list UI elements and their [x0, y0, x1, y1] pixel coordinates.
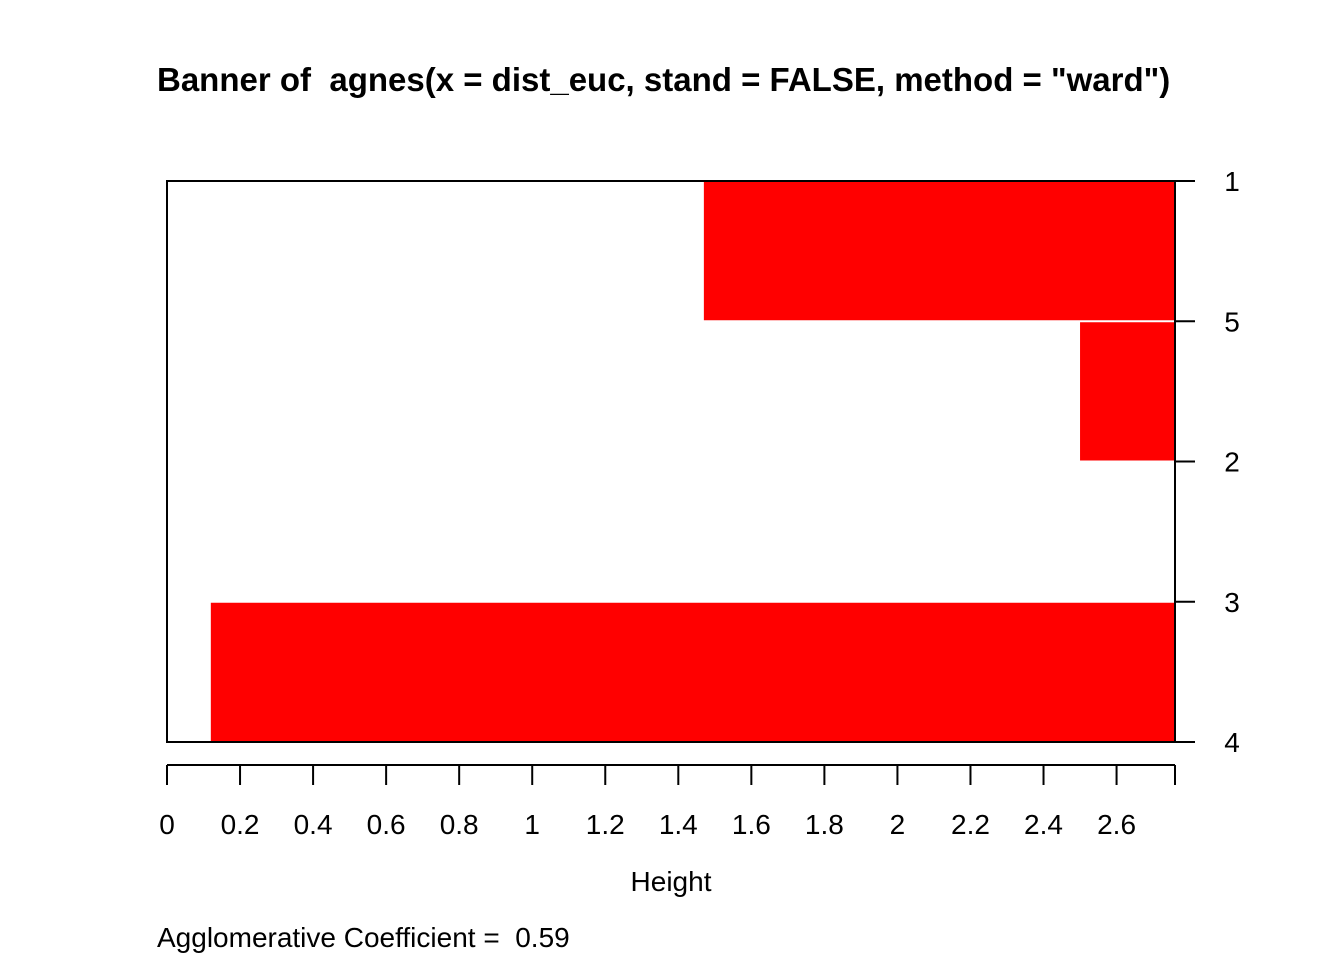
x-tick-label: 0.8	[440, 809, 479, 840]
x-tick-label: 2.2	[951, 809, 990, 840]
x-tick-label: 1.2	[586, 809, 625, 840]
right-axis: 1 5 2 3 4	[1175, 166, 1240, 758]
x-tick-label: 2.4	[1024, 809, 1063, 840]
x-tick-label: 0.4	[294, 809, 333, 840]
x-axis: 0 0.2 0.4 0.6 0.8 1 1.2 1.4 1.6 1.8 2 2.2 2.4 2.6	[159, 764, 1176, 840]
x-tick-label: 2	[890, 809, 906, 840]
observation-label: 5	[1224, 306, 1240, 337]
x-tick-label: 1.6	[732, 809, 771, 840]
x-axis-title: Height	[631, 866, 712, 897]
observation-label: 2	[1224, 447, 1240, 478]
x-tick-label: 1	[524, 809, 540, 840]
banner-bar	[210, 602, 1176, 742]
x-tick-label: 1.4	[659, 809, 698, 840]
x-tick-label: 0.2	[221, 809, 260, 840]
x-tick-label: 2.6	[1097, 809, 1136, 840]
agglomerative-coefficient-note: Agglomerative Coefficient = 0.59	[157, 922, 570, 953]
observation-label: 4	[1224, 727, 1240, 758]
x-tick-label: 0	[159, 809, 175, 840]
chart-title: Banner of agnes(x = dist_euc, stand = FA…	[157, 61, 1171, 98]
x-tick-label: 1.8	[805, 809, 844, 840]
banner-bar	[1080, 322, 1175, 461]
observation-label: 3	[1224, 587, 1240, 618]
banner-bar	[703, 181, 1175, 321]
observation-label: 1	[1224, 166, 1240, 197]
bars-layer	[210, 181, 1176, 742]
x-tick-label: 0.6	[367, 809, 406, 840]
